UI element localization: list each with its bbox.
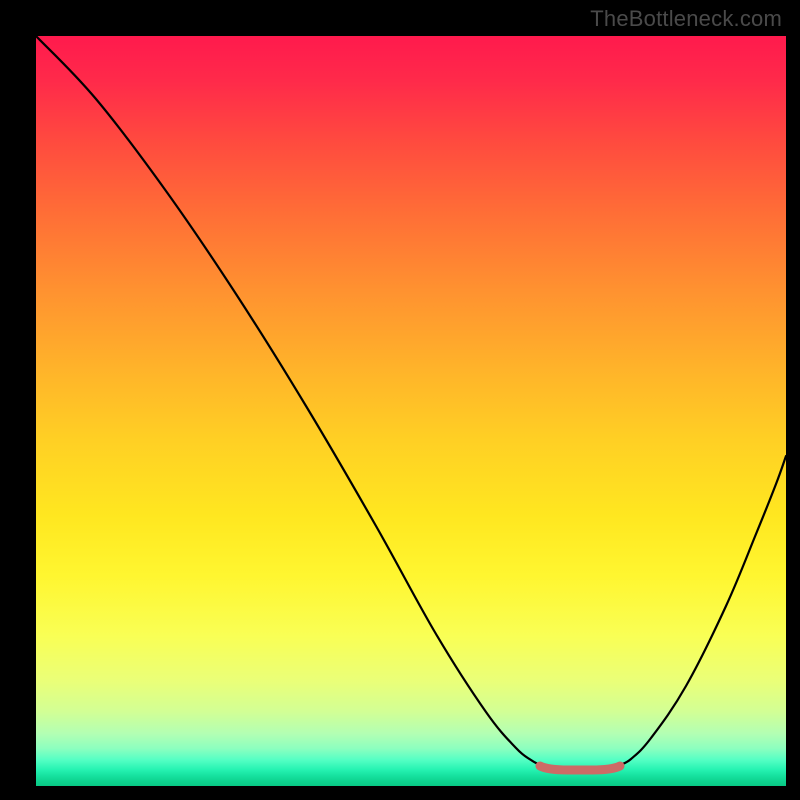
border-left — [0, 0, 36, 800]
watermark-text: TheBottleneck.com — [590, 6, 782, 32]
chart-container: TheBottleneck.com — [0, 0, 800, 800]
border-right — [786, 0, 800, 800]
plot-area — [36, 36, 786, 786]
border-bottom — [0, 786, 800, 800]
bottleneck-curve — [36, 36, 786, 786]
